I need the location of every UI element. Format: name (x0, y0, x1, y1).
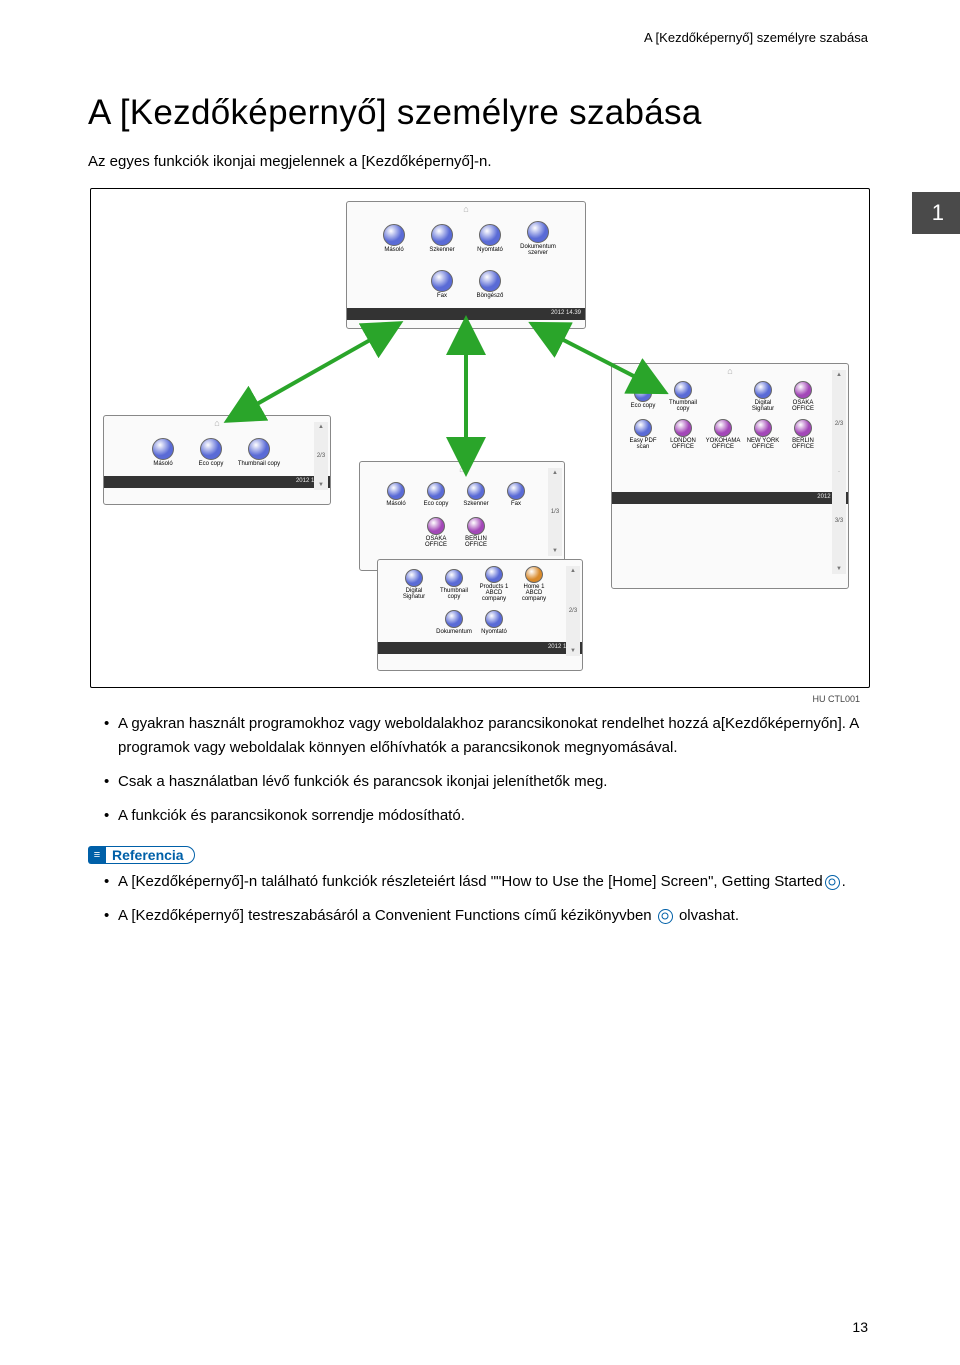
app-icon: Easy PDF scan (624, 416, 662, 452)
app-icon: Thumbnail copy (236, 430, 282, 474)
app-icon: BERLIN OFFICE (457, 514, 495, 550)
app-icon: LONDON OFFICE (664, 416, 702, 452)
panel-pagebar: ▲ 1/3 ▼ (548, 468, 562, 556)
app-icon: Eco copy (624, 378, 662, 414)
app-icon (684, 454, 722, 490)
list-item: A [Kezdőképernyő] testreszabásáról a Con… (104, 904, 870, 928)
panel-right: ⌂ Eco copyThumbnail copy Digital Signatur… (611, 363, 849, 589)
app-icon: Szkenner (457, 476, 495, 512)
reference-badge: ≡ Referencia (88, 846, 195, 864)
app-icon: OSAKA OFFICE (784, 378, 822, 414)
reference-label: Referencia (106, 846, 195, 864)
page-number: 13 (852, 1319, 868, 1335)
page-indicator: 3/3 (832, 518, 846, 524)
app-icon: OSAKA OFFICE (417, 514, 455, 550)
cd-icon (658, 909, 673, 924)
app-icon: Products 1 ABCD company (475, 566, 513, 602)
panel-footer: 2012 14.39 (347, 308, 585, 320)
app-icon (704, 378, 742, 414)
page-indicator: 1/3 (548, 509, 562, 515)
app-icon: Dokumentum szerver (515, 216, 561, 260)
app-icon: Eco copy (188, 430, 234, 474)
page-title: A [Kezdőképernyő] személyre szabása (0, 45, 960, 133)
panel-footer: 2012 14.39 (104, 476, 330, 488)
panel-top: ⌂ MásolóSzkennerNyomtatóDokumentum szerv… (346, 201, 586, 329)
list-item-text: A [Kezdőképernyő]-n található funkciók r… (118, 873, 823, 890)
reference-icon: ≡ (88, 846, 106, 864)
app-icon: Másoló (377, 476, 415, 512)
panel-pagebar: ▲ 2/3 · 3/3 ▼ (832, 370, 846, 574)
page-indicator: 2/3 (566, 608, 580, 614)
list-item: Csak a használatban lévő funkciók és par… (104, 770, 870, 794)
bullet-list-b: A [Kezdőképernyő]-n található funkciók r… (0, 870, 960, 928)
diagram: ⌂ MásolóSzkennerNyomtatóDokumentum szerv… (90, 188, 870, 688)
panel-mid-1: ⌂ MásolóEco copySzkennerFax OSAKA OFFICEB… (359, 461, 565, 571)
app-icon: Digital Signatur (744, 378, 782, 414)
list-item-text: olvashat. (675, 907, 739, 924)
home-icon: ⌂ (463, 204, 468, 214)
panel-left: ⌂ MásolóEco copyThumbnail copy ▲ 2/3 ▼ 2… (103, 415, 331, 505)
app-icon: Fax (497, 476, 535, 512)
app-icon: Nyomtató (475, 604, 513, 640)
panel-footer: 2012 9.36 (612, 492, 848, 504)
app-icon (724, 454, 762, 490)
app-icon: Home 1 ABCD company (515, 566, 553, 602)
panel-mid-2: Digital SignaturThumbnail copyProducts 1… (377, 559, 583, 671)
app-icon: Digital Signatur (395, 566, 433, 602)
page-indicator: 2/3 (314, 453, 328, 459)
app-icon: Nyomtató (467, 216, 513, 260)
app-icon: Fax (419, 262, 465, 306)
app-icon: Thumbnail copy (664, 378, 702, 414)
list-item-text: A [Kezdőképernyő] testreszabásáról a Con… (118, 907, 656, 924)
list-item: A [Kezdőképernyő]-n található funkciók r… (104, 870, 870, 894)
panel-pagebar: ▲ 2/3 ▼ (314, 422, 328, 490)
app-icon: Másoló (371, 216, 417, 260)
app-icon: Dokumentum (435, 604, 473, 640)
list-item-text: . (842, 873, 846, 890)
app-icon: Másoló (140, 430, 186, 474)
home-icon: ⌂ (459, 464, 464, 474)
home-icon: ⌂ (214, 418, 219, 428)
app-icon: NEW YORK OFFICE (744, 416, 782, 452)
intro-paragraph: Az egyes funkciók ikonjai megjelennek a … (0, 133, 960, 170)
list-item: A gyakran használt programokhoz vagy web… (104, 712, 870, 760)
home-icon: ⌂ (727, 366, 732, 376)
page-indicator: 2/3 (832, 421, 846, 427)
app-icon: Eco copy (417, 476, 455, 512)
running-header: A [Kezdőképernyő] személyre szabása (0, 0, 960, 45)
panel-footer: 2012 14.39 (378, 642, 582, 654)
chapter-badge: 1 (912, 192, 960, 234)
diagram-ref-code: HU CTL001 (0, 694, 960, 704)
cd-icon (825, 875, 840, 890)
panel-pagebar: ▲ 2/3 ▼ (566, 566, 580, 656)
app-icon: BERLIN OFFICE (784, 416, 822, 452)
bullet-list-a: A gyakran használt programokhoz vagy web… (0, 704, 960, 828)
app-icon: Szkenner (419, 216, 465, 260)
app-icon: YOKOHAMA OFFICE (704, 416, 742, 452)
app-icon: Böngésző (467, 262, 513, 306)
list-item: A funkciók és parancsikonok sorrendje mó… (104, 804, 870, 828)
app-icon: Thumbnail copy (435, 566, 473, 602)
